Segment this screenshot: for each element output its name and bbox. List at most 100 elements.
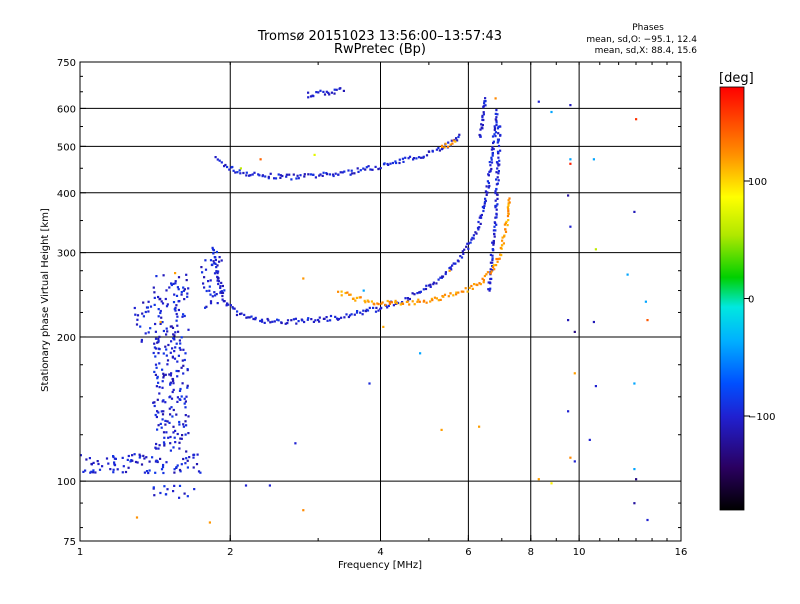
trace-point bbox=[508, 197, 511, 200]
spread-point bbox=[94, 471, 97, 474]
spread-point bbox=[185, 273, 188, 276]
spread-point bbox=[84, 469, 87, 472]
spread-point bbox=[207, 280, 210, 283]
x-tick-label: 16 bbox=[675, 547, 688, 558]
spread-point bbox=[178, 389, 182, 392]
spread-point bbox=[162, 431, 166, 434]
trace-point bbox=[504, 222, 507, 225]
trace-point bbox=[478, 282, 481, 285]
scatter-point bbox=[159, 320, 162, 324]
trace-point bbox=[488, 161, 491, 164]
trace-point bbox=[499, 246, 502, 250]
spread-point bbox=[220, 291, 224, 294]
spread-point bbox=[170, 406, 173, 409]
trace-point bbox=[216, 279, 219, 282]
scatter-point bbox=[573, 330, 576, 333]
spread-point bbox=[180, 336, 183, 339]
trace-point bbox=[498, 159, 501, 162]
trace-point bbox=[398, 158, 401, 161]
trace-point bbox=[401, 301, 404, 304]
trace-point bbox=[411, 300, 414, 303]
spread-point bbox=[186, 386, 189, 389]
trace-point bbox=[345, 313, 348, 316]
spread-point bbox=[221, 284, 224, 288]
chart-subtitle: RwPretec (Bp) bbox=[334, 42, 426, 57]
trace-point bbox=[481, 116, 484, 119]
spread-point bbox=[169, 413, 172, 416]
spread-point bbox=[179, 470, 182, 473]
spread-point bbox=[186, 369, 189, 372]
trace-point bbox=[389, 162, 392, 165]
spread-point bbox=[140, 338, 143, 342]
spread-point bbox=[208, 285, 211, 288]
trace-point bbox=[504, 230, 508, 233]
trace-point bbox=[504, 228, 507, 231]
trace-point bbox=[219, 286, 222, 289]
trace-point bbox=[476, 283, 479, 287]
spread-point bbox=[154, 355, 157, 358]
spread-point bbox=[172, 490, 175, 493]
trace-point bbox=[221, 294, 224, 298]
trace-point bbox=[487, 288, 490, 291]
trace-point bbox=[394, 299, 397, 302]
spread-point bbox=[208, 289, 211, 292]
trace-point bbox=[493, 133, 496, 136]
trace-point bbox=[333, 92, 336, 95]
trace-point bbox=[375, 306, 378, 309]
spread-point bbox=[172, 301, 176, 304]
spread-point bbox=[152, 351, 155, 355]
spread-point bbox=[101, 465, 104, 468]
spread-point bbox=[174, 306, 177, 309]
spread-point bbox=[183, 397, 186, 400]
trace-point bbox=[500, 244, 504, 247]
spread-point bbox=[204, 306, 207, 309]
spread-point bbox=[158, 362, 161, 365]
spread-point bbox=[164, 373, 167, 376]
scatter-point bbox=[440, 428, 443, 431]
spread-point bbox=[174, 346, 177, 349]
spread-point bbox=[90, 470, 93, 473]
trace-point bbox=[495, 121, 498, 124]
scatter-point bbox=[208, 521, 211, 524]
spread-point bbox=[144, 310, 147, 314]
y-tick-label: 75 bbox=[63, 537, 76, 548]
trace-point bbox=[495, 161, 499, 164]
spread-point bbox=[177, 370, 180, 373]
trace-point bbox=[323, 93, 327, 96]
spread-point bbox=[134, 460, 138, 464]
spread-point bbox=[220, 281, 223, 284]
trace-point bbox=[455, 137, 458, 140]
spread-point bbox=[209, 293, 212, 296]
spread-point bbox=[217, 270, 220, 273]
spread-point bbox=[112, 455, 115, 459]
scatter-point bbox=[569, 225, 572, 228]
trace-point bbox=[376, 302, 379, 305]
trace-point bbox=[497, 140, 500, 143]
spread-point bbox=[161, 386, 164, 389]
spread-point bbox=[177, 308, 180, 312]
spread-point bbox=[173, 484, 176, 487]
spread-point bbox=[157, 315, 160, 318]
trace-point bbox=[312, 173, 315, 176]
y-axis-ticks: 75 100 200 300 400 500 600 750 bbox=[57, 58, 681, 548]
spread-point bbox=[159, 309, 162, 313]
spread-point bbox=[157, 424, 160, 427]
y-tick-label: 400 bbox=[57, 189, 76, 200]
trace-point bbox=[505, 220, 508, 223]
spread-point bbox=[162, 329, 165, 333]
trace-point bbox=[350, 169, 353, 172]
spread-point bbox=[153, 346, 156, 349]
trace-point bbox=[390, 301, 393, 304]
trace-point bbox=[432, 281, 435, 284]
trace-point bbox=[431, 150, 434, 153]
spread-point bbox=[178, 484, 182, 487]
trace-point bbox=[401, 157, 404, 160]
trace-point bbox=[323, 317, 326, 320]
colorbar-label: [deg] bbox=[719, 71, 754, 86]
trace-point bbox=[226, 302, 229, 305]
scatter-point bbox=[573, 460, 576, 463]
trace-point bbox=[492, 229, 495, 232]
trace-point bbox=[395, 302, 399, 305]
spread-point bbox=[173, 334, 176, 337]
